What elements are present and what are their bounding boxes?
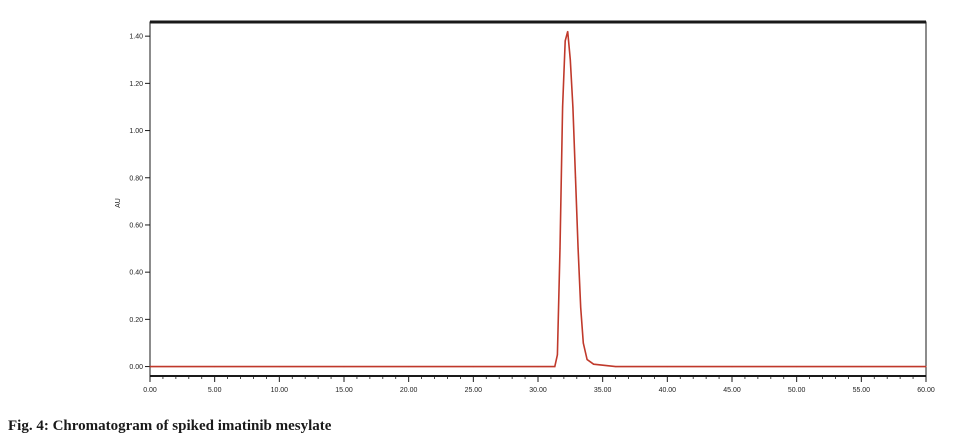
data-point	[586, 358, 588, 361]
data-point	[666, 365, 668, 368]
data-point	[559, 247, 561, 250]
y-tick-label: 0.00	[129, 364, 143, 371]
data-point	[214, 365, 216, 368]
data-point	[593, 363, 595, 365]
x-tick-label: 35.00	[594, 387, 612, 394]
x-axis-ticks: 0.00 5.00 10.00 15.00 20.00 25.00 30.00 35.00 40…	[143, 376, 935, 394]
plot-frame	[149, 21, 927, 377]
data-point	[408, 365, 410, 368]
y-tick-label: 1.40	[129, 34, 143, 41]
x-tick-label: 50.00	[788, 387, 806, 394]
x-tick-label: 45.00	[723, 387, 741, 394]
data-point	[582, 342, 584, 344]
data-point	[580, 306, 582, 309]
data-point	[278, 365, 280, 368]
data-point	[537, 365, 539, 368]
y-tick-label: 1.00	[129, 128, 143, 135]
data-point	[561, 106, 564, 108]
data-point	[472, 365, 474, 368]
x-tick-label: 5.00	[208, 387, 222, 394]
figure-caption: Fig. 4: Chromatogram of spiked imatinib …	[8, 418, 332, 434]
y-tick-label: 1.20	[129, 81, 143, 88]
data-point	[564, 40, 566, 42]
data-point	[615, 365, 617, 368]
x-tick-label: 55.00	[853, 387, 871, 394]
chromatogram-chart: 0.00 5.00 10.00 15.00 20.00 25.00 30.00 35.00 40…	[115, 20, 935, 394]
y-tick-label: 0.40	[129, 270, 143, 277]
y-axis-title: AU	[115, 198, 122, 208]
x-tick-label: 40.00	[659, 387, 677, 394]
data-point	[577, 247, 579, 250]
chromatogram-trace	[150, 31, 926, 368]
data-point	[149, 365, 151, 368]
y-axis-ticks: 0.00 0.20 0.40 0.60 0.80 1.00 1.20 1.40	[129, 34, 150, 371]
data-point	[925, 365, 927, 368]
y-tick-label: 0.80	[129, 175, 143, 182]
x-tick-label: 30.00	[529, 387, 547, 394]
data-point	[574, 177, 577, 179]
data-point	[796, 365, 798, 368]
data-point	[731, 365, 733, 368]
data-point	[567, 30, 569, 33]
x-tick-label: 15.00	[335, 387, 353, 394]
x-tick-label: 0.00	[143, 387, 157, 394]
data-point	[860, 365, 862, 368]
data-point	[572, 106, 574, 108]
x-tick-label: 25.00	[465, 387, 483, 394]
data-point	[569, 59, 571, 61]
y-tick-label: 0.60	[129, 222, 143, 229]
data-point	[554, 365, 556, 368]
x-tick-label: 60.00	[917, 387, 935, 394]
series-layer	[149, 30, 927, 368]
data-point	[343, 365, 345, 368]
x-tick-label: 20.00	[400, 387, 418, 394]
y-tick-label: 0.20	[129, 317, 143, 324]
data-point	[556, 354, 559, 356]
x-tick-label: 10.00	[271, 387, 289, 394]
